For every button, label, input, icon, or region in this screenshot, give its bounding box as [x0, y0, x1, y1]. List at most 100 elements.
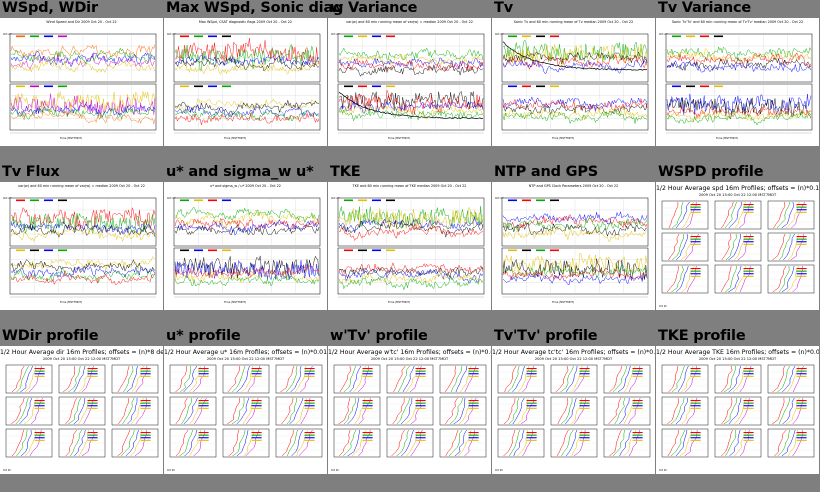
- plot-subcaption: 2009 Oct 20 15:00 Oct 22 12:00 MST7MDT: [534, 357, 613, 361]
- plot-caption: var(w) and 60 min running mean of var(w)…: [18, 184, 145, 188]
- plot-thumbnail[interactable]: Oct 20 1/2 Hour Average u* 16m Profiles; …: [164, 346, 327, 474]
- svg-text:Oct 20: Oct 20: [167, 32, 176, 36]
- plot-tile: w'Tv' profile Oct 20 1/2 Hour Average w'tc…: [328, 328, 492, 492]
- plot-thumbnail[interactable]: Oct 20 Time (MST7MDT) var(w) and 60 min ru…: [0, 182, 163, 310]
- plot-caption: 1/2 Hour Average u* 16m Profiles; offset…: [164, 349, 327, 356]
- plot-tile: Tv Oct 20 Time (MST7MDT) Sonic Tv and 60 mi…: [492, 0, 656, 164]
- plot-thumbnail[interactable]: Oct 20 1/2 Hour Average TKE 16m Profiles;…: [656, 346, 819, 474]
- plot-caption: Max WSpd, CSAT diagnostic flags 2009 Oct…: [198, 20, 293, 24]
- plot-title: Tv'Tv' profile: [494, 328, 598, 344]
- plot-caption: 1/2 Hour Average dir 16m Profiles; offse…: [0, 349, 163, 356]
- plot-title: Max WSpd, Sonic diag: [166, 0, 344, 16]
- svg-text:Oct 20: Oct 20: [167, 469, 175, 472]
- plot-tile: WDir profile Oct 20 1/2 Hour Average dir 1…: [0, 328, 164, 492]
- profile-plot: Oct 20: [659, 364, 815, 472]
- profile-plot: Oct 20: [495, 364, 651, 472]
- plot-title: w'Tv' profile: [330, 328, 428, 344]
- plot-thumbnail[interactable]: Oct 20 1/2 Hour Average spd 16m Profiles;…: [656, 182, 819, 310]
- timeseries-plot: Oct 20 Time (MST7MDT): [659, 32, 813, 140]
- plot-thumbnail[interactable]: Oct 20 Time (MST7MDT) u* and sigma_w / u* …: [164, 182, 327, 310]
- plot-thumbnail[interactable]: Oct 20 Time (MST7MDT) Sonic Tv and 60 min …: [492, 18, 655, 146]
- svg-text:Time (MST7MDT): Time (MST7MDT): [552, 300, 574, 304]
- plot-tile: WSpd, WDir Oct 20 Time (MST7MDT) Wind Speed…: [0, 0, 164, 164]
- plot-tile: NTP and GPS Oct 20 Time (MST7MDT) NTP and G…: [492, 164, 656, 328]
- plot-caption: 1/2 Hour Average TKE 16m Profiles; offse…: [656, 349, 819, 356]
- svg-text:Oct 20: Oct 20: [331, 32, 340, 36]
- timeseries-plot: Oct 20 Time (MST7MDT): [495, 32, 649, 140]
- plot-tile: TKE Oct 20 Time (MST7MDT) TKE and 60 min ru…: [328, 164, 492, 328]
- plot-subcaption: 2009 Oct 20 15:00 Oct 22 12:00 MST7MDT: [42, 357, 121, 361]
- plot-title: Tv Flux: [2, 164, 60, 180]
- plot-thumbnail[interactable]: Oct 20 1/2 Hour Average tc'tc' 16m Profil…: [492, 346, 655, 474]
- plot-title: Tv: [494, 0, 513, 16]
- plot-tile: Max WSpd, Sonic diag Oct 20 Time (MST7MDT)…: [164, 0, 343, 164]
- plot-subcaption: 2009 Oct 20 15:00 Oct 22 12:00 MST7MDT: [698, 193, 777, 197]
- plot-caption: Wind Speed and Dir 2009 Oct 20 - Oct 22: [46, 20, 117, 24]
- plot-tile: Tv Flux Oct 20 Time (MST7MDT) var(w) and 60…: [0, 164, 164, 328]
- plot-caption: Sonic Tv and 60 min running mean of Tv m…: [513, 20, 634, 24]
- plot-caption: 1/2 Hour Average tc'tc' 16m Profiles; of…: [492, 349, 655, 356]
- svg-text:Time (MST7MDT): Time (MST7MDT): [224, 300, 246, 304]
- plot-thumbnail[interactable]: Oct 20 Time (MST7MDT) var(w) and 60 min ru…: [328, 18, 491, 146]
- plot-caption: 1/2 Hour Average spd 16m Profiles; offse…: [656, 185, 819, 192]
- plot-thumbnail[interactable]: Oct 20 Time (MST7MDT) NTP and GPS Clock Pa…: [492, 182, 655, 310]
- svg-text:Time (MST7MDT): Time (MST7MDT): [224, 136, 246, 140]
- plot-thumbnail[interactable]: Oct 20 1/2 Hour Average dir 16m Profiles;…: [0, 346, 163, 474]
- svg-text:Time (MST7MDT): Time (MST7MDT): [552, 136, 574, 140]
- profile-plot: Oct 20: [167, 364, 323, 472]
- plot-thumbnail[interactable]: Oct 20 Time (MST7MDT) TKE and 60 min runni…: [328, 182, 491, 310]
- svg-text:Oct 20: Oct 20: [659, 305, 667, 308]
- plot-title: WSPD profile: [658, 164, 764, 180]
- plot-tile: TKE profile Oct 20 1/2 Hour Average TKE 16…: [656, 328, 820, 492]
- svg-text:Time (MST7MDT): Time (MST7MDT): [60, 136, 82, 140]
- timeseries-plot: Oct 20 Time (MST7MDT): [3, 196, 157, 304]
- timeseries-plot: Oct 20 Time (MST7MDT): [3, 32, 157, 140]
- plot-title: Tv Variance: [658, 0, 752, 16]
- plot-caption: var(w) and 60 min running mean of var(w)…: [346, 20, 473, 24]
- profile-plot: Oct 20: [331, 364, 487, 472]
- timeseries-plot: Oct 20 Time (MST7MDT): [167, 32, 321, 140]
- profile-plot: Oct 20: [659, 200, 815, 308]
- svg-text:Time (MST7MDT): Time (MST7MDT): [388, 300, 410, 304]
- profile-plot: Oct 20: [3, 364, 159, 472]
- plot-tile: WSPD profile Oct 20 1/2 Hour Average spd 1…: [656, 164, 820, 328]
- plot-subcaption: 2009 Oct 20 15:00 Oct 22 12:00 MST7MDT: [370, 357, 449, 361]
- plot-caption: 1/2 Hour Average w'tc' 16m Profiles; off…: [328, 349, 491, 356]
- plot-title: TKE profile: [658, 328, 746, 344]
- svg-text:Oct 20: Oct 20: [659, 469, 667, 472]
- plot-thumbnail[interactable]: Oct 20 Time (MST7MDT) Wind Speed and Dir 2…: [0, 18, 163, 146]
- plot-title: TKE: [330, 164, 361, 180]
- plot-title: u* profile: [166, 328, 241, 344]
- svg-text:Oct 20: Oct 20: [331, 196, 340, 200]
- timeseries-plot: Oct 20 Time (MST7MDT): [331, 32, 485, 140]
- plot-tile: Tv'Tv' profile Oct 20 1/2 Hour Average tc'…: [492, 328, 656, 492]
- svg-text:Oct 20: Oct 20: [3, 469, 11, 472]
- svg-text:Time (MST7MDT): Time (MST7MDT): [60, 300, 82, 304]
- plot-caption: NTP and GPS Clock Parameters 2009 Oct 20…: [528, 184, 619, 188]
- svg-text:Time (MST7MDT): Time (MST7MDT): [716, 136, 738, 140]
- plot-thumbnail[interactable]: Oct 20 1/2 Hour Average w'tc' 16m Profile…: [328, 346, 491, 474]
- plot-tile: u* profile Oct 20 1/2 Hour Average u* 16m …: [164, 328, 328, 492]
- plot-thumbnail[interactable]: Oct 20 Time (MST7MDT) Max WSpd, CSAT diagn…: [164, 18, 327, 146]
- plot-title: NTP and GPS: [494, 164, 599, 180]
- svg-text:Oct 20: Oct 20: [495, 196, 504, 200]
- svg-text:Oct 20: Oct 20: [659, 32, 668, 36]
- plot-thumbnail[interactable]: Oct 20 Time (MST7MDT) Sonic Tv'Tv' and 60 …: [656, 18, 819, 146]
- timeseries-plot: Oct 20 Time (MST7MDT): [495, 196, 649, 304]
- plot-title: WSpd, WDir: [2, 0, 98, 16]
- plot-tile: u* and sigma_w u* Oct 20 Time (MST7MDT) u* …: [164, 164, 328, 328]
- svg-text:Oct 20: Oct 20: [495, 32, 504, 36]
- svg-text:Oct 20: Oct 20: [3, 32, 12, 36]
- svg-text:Oct 20: Oct 20: [495, 469, 503, 472]
- svg-text:Time (MST7MDT): Time (MST7MDT): [388, 136, 410, 140]
- plot-caption: u* and sigma_w / u* 2009 Oct 20 - Oct 22: [210, 184, 281, 188]
- svg-text:Oct 20: Oct 20: [167, 196, 176, 200]
- plot-subcaption: 2009 Oct 20 15:00 Oct 22 12:00 MST7MDT: [206, 357, 285, 361]
- plot-title: WDir profile: [2, 328, 99, 344]
- plot-subcaption: 2009 Oct 20 15:00 Oct 22 12:00 MST7MDT: [698, 357, 777, 361]
- svg-text:Oct 20: Oct 20: [3, 196, 12, 200]
- plot-tile: w Variance Oct 20 Time (MST7MDT) var(w) and…: [328, 0, 492, 164]
- plot-title: w Variance: [330, 0, 418, 16]
- plot-title: u* and sigma_w u*: [166, 164, 314, 180]
- plot-caption: TKE and 60 min running mean of TKE media…: [352, 184, 467, 188]
